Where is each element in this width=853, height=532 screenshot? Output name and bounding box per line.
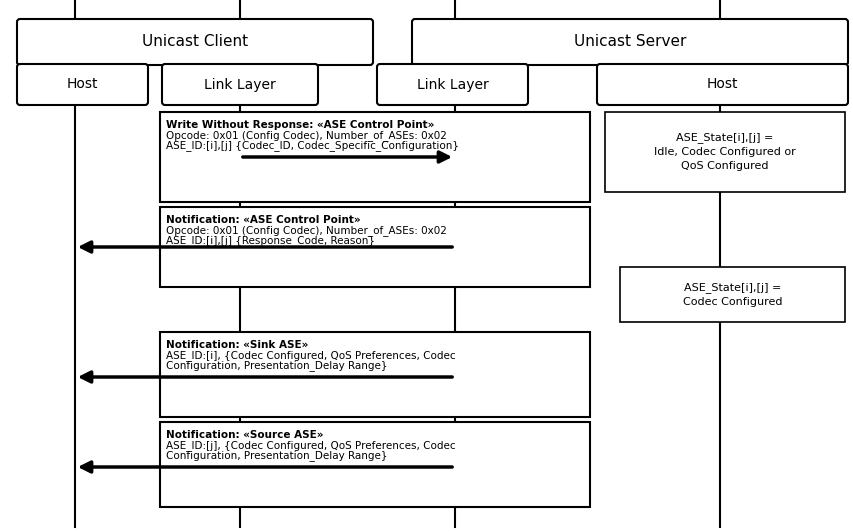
Bar — [619, 267, 844, 322]
Text: Unicast Server: Unicast Server — [573, 35, 685, 49]
Bar — [160, 112, 589, 202]
Text: ASE_ID:[i],[j] {Response_Code, Reason}: ASE_ID:[i],[j] {Response_Code, Reason} — [165, 235, 374, 246]
Text: Configuration, Presentation_Delay Range}: Configuration, Presentation_Delay Range} — [165, 360, 387, 371]
FancyBboxPatch shape — [162, 64, 317, 105]
Text: Link Layer: Link Layer — [204, 78, 276, 92]
Text: Opcode: 0x01 (Config Codec), Number_of_ASEs: 0x02: Opcode: 0x01 (Config Codec), Number_of_A… — [165, 225, 446, 236]
FancyBboxPatch shape — [411, 19, 847, 65]
Text: ASE_ID:[i],[j] {Codec_ID, Codec_Specific_Configuration}: ASE_ID:[i],[j] {Codec_ID, Codec_Specific… — [165, 140, 458, 151]
Text: Link Layer: Link Layer — [416, 78, 488, 92]
Text: Write Without Response: «ASE Control Point»: Write Without Response: «ASE Control Poi… — [165, 120, 434, 130]
Text: Unicast Client: Unicast Client — [142, 35, 247, 49]
FancyBboxPatch shape — [376, 64, 527, 105]
Text: Notification: «Sink ASE»: Notification: «Sink ASE» — [165, 340, 308, 350]
Text: ASE_State[i],[j] =
Idle, Codec Configured or
QoS Configured: ASE_State[i],[j] = Idle, Codec Configure… — [653, 132, 795, 171]
FancyBboxPatch shape — [17, 64, 148, 105]
Bar — [160, 207, 589, 287]
Text: ASE_State[i],[j] =
Codec Configured: ASE_State[i],[j] = Codec Configured — [682, 282, 781, 307]
Bar — [160, 332, 589, 417]
Text: Notification: «Source ASE»: Notification: «Source ASE» — [165, 430, 323, 440]
Text: ASE_ID:[i], {Codec Configured, QoS Preferences, Codec: ASE_ID:[i], {Codec Configured, QoS Prefe… — [165, 350, 456, 361]
FancyBboxPatch shape — [17, 19, 373, 65]
Text: Host: Host — [67, 78, 98, 92]
Text: Notification: «ASE Control Point»: Notification: «ASE Control Point» — [165, 215, 360, 225]
Text: Opcode: 0x01 (Config Codec), Number_of_ASEs: 0x02: Opcode: 0x01 (Config Codec), Number_of_A… — [165, 130, 446, 141]
Bar — [604, 112, 844, 192]
Bar — [160, 422, 589, 507]
FancyBboxPatch shape — [596, 64, 847, 105]
Text: Configuration, Presentation_Delay Range}: Configuration, Presentation_Delay Range} — [165, 450, 387, 461]
Text: Host: Host — [706, 78, 737, 92]
Text: ASE_ID:[j], {Codec Configured, QoS Preferences, Codec: ASE_ID:[j], {Codec Configured, QoS Prefe… — [165, 440, 456, 451]
